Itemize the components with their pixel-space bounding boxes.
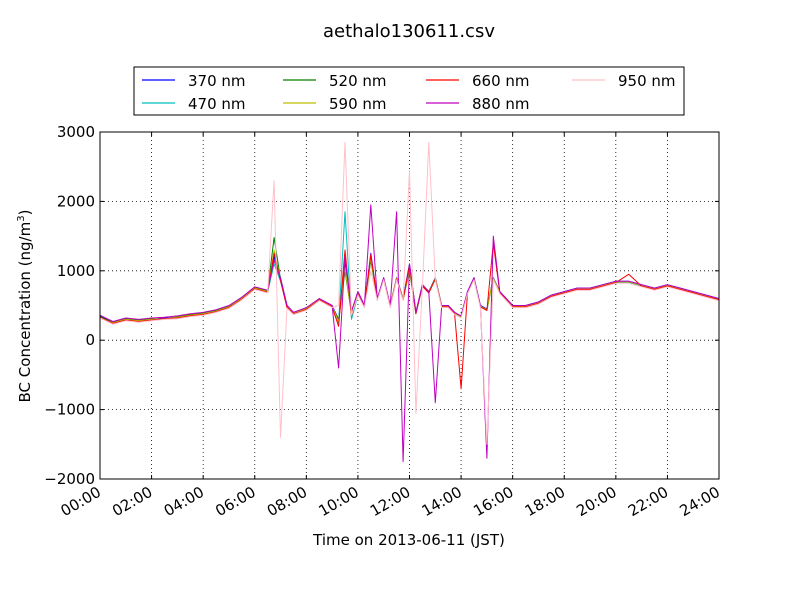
y-tick-label: 3000 <box>57 123 95 141</box>
y-tick-label: 0 <box>85 331 95 349</box>
x-axis-label: Time on 2013-06-11 (JST) <box>312 531 505 549</box>
y-axis-label: BC Concentration (ng/m3) <box>16 210 34 403</box>
x-tick-label: 16:00 <box>470 483 516 520</box>
y-tick-label: 2000 <box>57 192 95 210</box>
y-tick-label: −1000 <box>44 401 95 419</box>
x-tick-label: 20:00 <box>573 483 619 520</box>
x-tick-label: 06:00 <box>212 483 258 520</box>
x-tick-label: 00:00 <box>58 483 104 520</box>
legend-label: 470 nm <box>188 95 246 113</box>
y-axis-label-main: BC Concentration (ng/m <box>16 222 34 403</box>
legend-label: 950 nm <box>618 72 676 90</box>
x-tick-label: 18:00 <box>522 483 568 520</box>
x-tick-label: 02:00 <box>109 483 155 520</box>
legend-label: 590 nm <box>329 95 387 113</box>
series-layer <box>99 141 720 463</box>
x-tick-label: 14:00 <box>419 483 465 520</box>
series-line <box>99 141 720 445</box>
y-axis-label-close: ) <box>16 210 34 216</box>
legend-label: 520 nm <box>329 72 387 90</box>
x-tick-label: 10:00 <box>315 483 361 520</box>
x-tick-label: 24:00 <box>677 483 723 520</box>
series-line <box>99 204 720 463</box>
y-axis-label-sup: 3 <box>16 215 27 221</box>
y-tick-label: 1000 <box>57 262 95 280</box>
x-tick-label: 12:00 <box>367 483 413 520</box>
chart-title: aethalo130611.csv <box>323 21 495 42</box>
series-line <box>99 242 720 390</box>
x-tick-label: 04:00 <box>161 483 207 520</box>
legend: 370 nm 470 nm 520 nm 590 nm 660 nm 880 nm 950 … <box>133 66 685 116</box>
legend-label: 880 nm <box>472 95 530 113</box>
legend-label: 370 nm <box>188 72 246 90</box>
y-tick-label: −2000 <box>44 470 95 488</box>
x-tick-label: 08:00 <box>264 483 310 520</box>
series-line <box>99 237 720 323</box>
legend-frame <box>133 66 685 116</box>
x-tick-label: 22:00 <box>625 483 671 520</box>
legend-label: 660 nm <box>472 72 530 90</box>
